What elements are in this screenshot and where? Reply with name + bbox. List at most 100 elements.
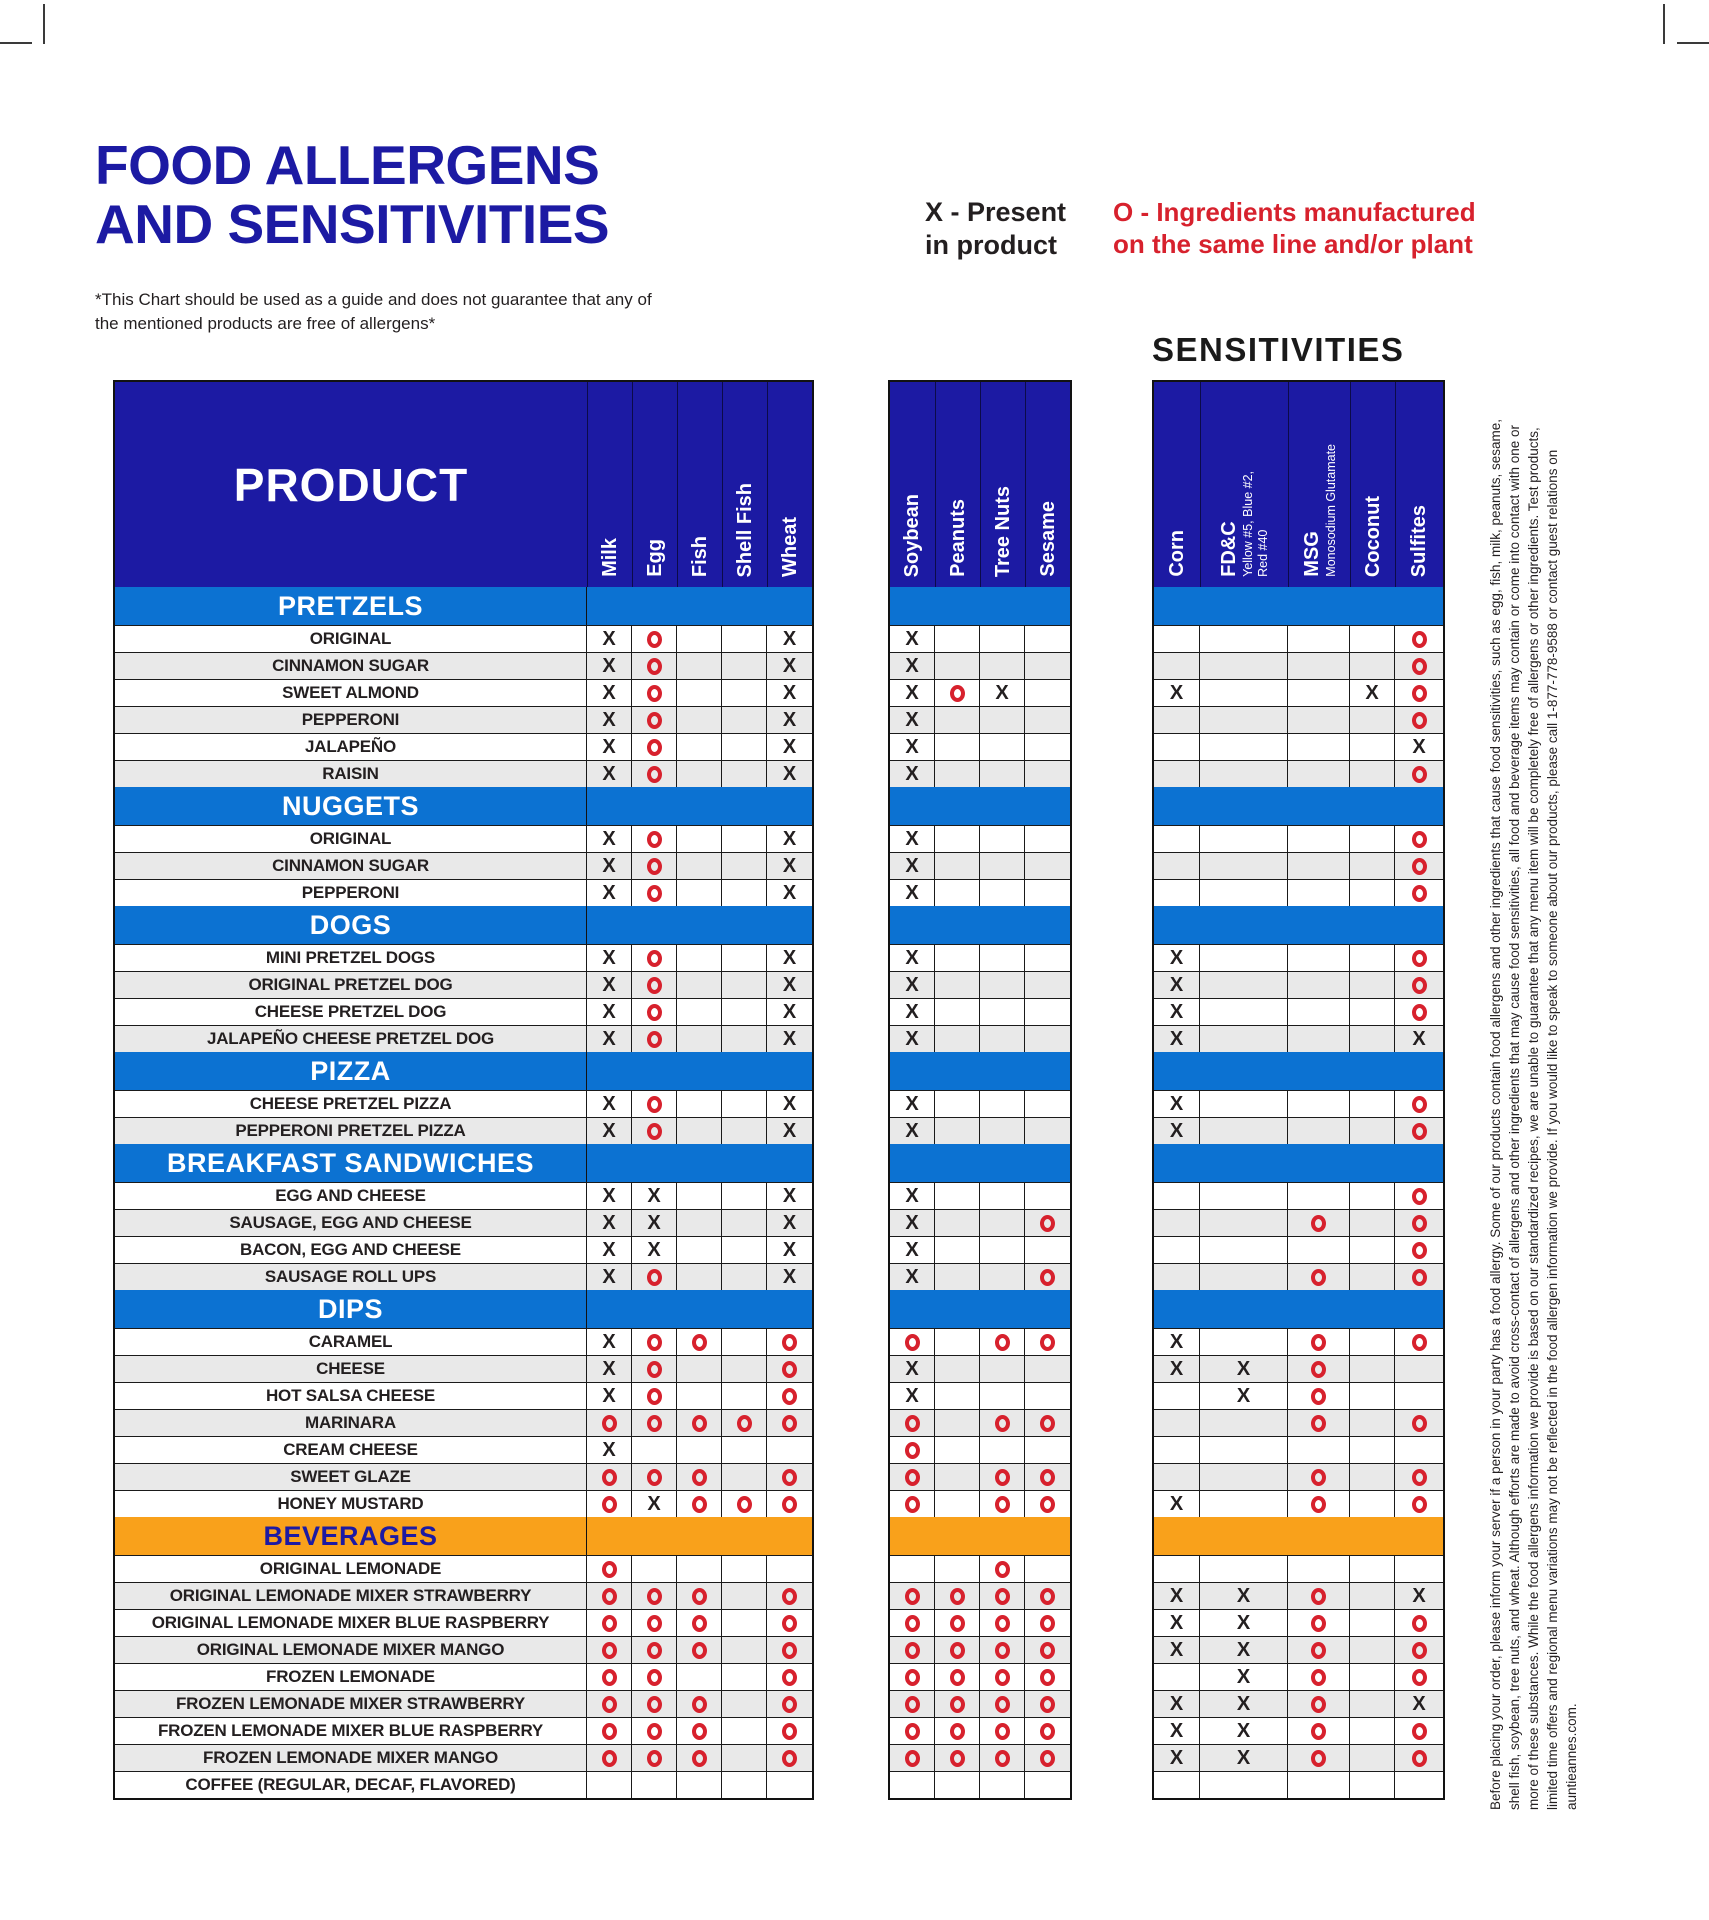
mark-cell-corn — [1154, 706, 1200, 733]
mark-cell-egg — [632, 1328, 677, 1355]
x-mark: X — [767, 1025, 812, 1052]
column-header-milk: Milk — [587, 382, 632, 587]
product-row-label: CREAM CHEESE — [115, 1436, 587, 1463]
mark-cell-sesame — [1025, 760, 1070, 787]
mark-cell-peanuts — [935, 1663, 980, 1690]
mark-cell-shell-fish — [722, 1090, 767, 1117]
mark-cell-fish — [677, 652, 722, 679]
o-mark — [1311, 1614, 1326, 1632]
mark-cell-wheat — [767, 1490, 812, 1517]
x-mark: X — [890, 1090, 935, 1117]
mark-cell-tree-nuts — [980, 879, 1025, 906]
mark-cell-coconut — [1350, 1609, 1395, 1636]
column-label-text: Sesame — [1036, 501, 1059, 577]
mark-cell-corn — [1154, 1182, 1200, 1209]
table-row: X — [890, 1263, 1070, 1290]
mark-cell-coconut — [1350, 1771, 1395, 1798]
mark-cell-peanuts — [935, 679, 980, 706]
o-mark — [904, 1441, 920, 1459]
mark-cell-sulfites — [1395, 1555, 1443, 1582]
crop-mark — [1663, 4, 1665, 44]
mark-cell-peanuts — [935, 971, 980, 998]
mark-cell-msg — [1288, 1555, 1350, 1582]
o-mark — [646, 884, 662, 902]
product-row-label: CHEESE — [115, 1355, 587, 1382]
x-mark: X — [1200, 1636, 1288, 1663]
x-mark: X — [587, 1117, 632, 1144]
mark-cell-soybean — [890, 1328, 935, 1355]
o-mark — [646, 949, 662, 967]
column-label-text: Corn — [1165, 530, 1188, 577]
o-mark — [904, 1614, 920, 1632]
column-sublabel-text: Red #40 — [1256, 529, 1270, 577]
mark-cell-tree-nuts — [980, 1117, 1025, 1144]
mark-cell-tree-nuts — [980, 652, 1025, 679]
table-header-band: Corn FD&C Yellow #5, Blue #2, Red #40 MSG Mon… — [1154, 382, 1443, 587]
mark-cell-coconut — [1350, 1436, 1395, 1463]
o-mark — [1411, 630, 1427, 648]
o-mark — [1411, 1122, 1427, 1140]
mark-cell-shell-fish — [722, 1436, 767, 1463]
rotated-column-label: Peanuts — [947, 499, 970, 577]
mark-cell-coconut — [1350, 1355, 1395, 1382]
mark-cell-egg — [632, 1263, 677, 1290]
column-header-peanuts: Peanuts — [935, 382, 980, 587]
o-mark — [994, 1560, 1010, 1578]
mark-cell-corn — [1154, 1263, 1200, 1290]
mark-cell-peanuts — [935, 1463, 980, 1490]
o-mark — [1040, 1749, 1055, 1767]
o-mark — [691, 1495, 707, 1513]
mark-cell-shell-fish — [722, 1771, 767, 1798]
mark-cell-tree-nuts — [980, 706, 1025, 733]
mark-cell-fd-c — [1200, 971, 1288, 998]
x-mark: X — [632, 1490, 677, 1517]
section-header-filler — [587, 906, 812, 944]
table-row — [1154, 1209, 1443, 1236]
mark-cell-sulfites — [1395, 1236, 1443, 1263]
table-row: X — [1154, 998, 1443, 1025]
table-row — [890, 1582, 1070, 1609]
x-mark: X — [587, 971, 632, 998]
mark-cell-wheat — [767, 1771, 812, 1798]
x-mark: X — [890, 760, 935, 787]
table-row — [890, 1636, 1070, 1663]
o-mark — [691, 1722, 707, 1740]
mark-cell-shell-fish — [722, 1636, 767, 1663]
mark-cell-coconut — [1350, 1555, 1395, 1582]
column-label-text: Fish — [688, 535, 711, 577]
section-header-label: DOGS — [115, 906, 587, 944]
table-row: X — [890, 879, 1070, 906]
mark-cell-wheat — [767, 1582, 812, 1609]
x-mark: X — [587, 760, 632, 787]
table-row — [1154, 1263, 1443, 1290]
mark-cell-corn — [1154, 1436, 1200, 1463]
mark-cell-msg — [1288, 1490, 1350, 1517]
rotated-column-label: Milk — [599, 538, 622, 577]
column-header-msg: MSG Monosodium Glutamate — [1288, 382, 1350, 587]
mark-cell-fish — [677, 825, 722, 852]
x-mark: X — [587, 1328, 632, 1355]
table-row: ORIGINAL X X — [115, 625, 812, 652]
product-row-label: RAISIN — [115, 760, 587, 787]
mark-cell-sulfites — [1395, 625, 1443, 652]
mark-cell-fish — [677, 998, 722, 1025]
mark-cell-egg — [632, 1382, 677, 1409]
column-sublabel-text: Yellow #5, Blue #2, — [1241, 471, 1255, 577]
o-mark — [949, 1587, 965, 1605]
mark-cell-coconut — [1350, 825, 1395, 852]
o-mark — [1040, 1214, 1055, 1232]
mark-cell-shell-fish — [722, 652, 767, 679]
x-mark: X — [890, 944, 935, 971]
product-row-label: EGG AND CHEESE — [115, 1182, 587, 1209]
mark-cell-tree-nuts — [980, 1436, 1025, 1463]
o-mark — [646, 1468, 662, 1486]
x-mark: X — [890, 652, 935, 679]
mark-cell-coconut — [1350, 1636, 1395, 1663]
section-header-filler — [587, 587, 812, 625]
o-mark — [1311, 1587, 1326, 1605]
x-mark: X — [890, 1025, 935, 1052]
o-mark — [646, 830, 662, 848]
mark-cell-coconut — [1350, 998, 1395, 1025]
